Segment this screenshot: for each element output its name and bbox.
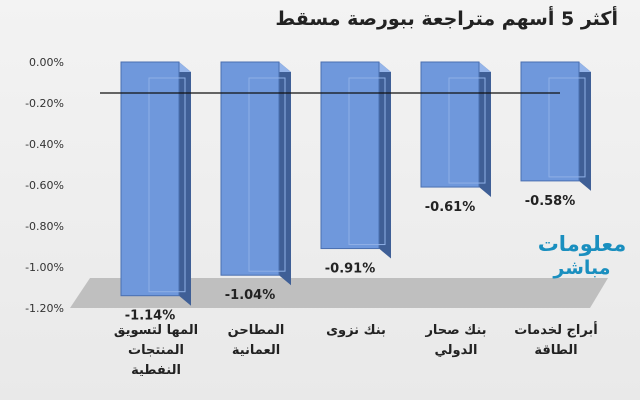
category-label: الدولي xyxy=(435,343,478,358)
data-label: -1.04% xyxy=(225,288,276,303)
category-label: النفطية xyxy=(131,363,181,378)
bar xyxy=(420,61,480,188)
bar xyxy=(120,61,180,297)
category-label: العمانية xyxy=(232,343,280,358)
category-label: المها لتسويق xyxy=(114,323,198,338)
bar-highlight xyxy=(348,77,386,246)
y-tick-label: 0.00% xyxy=(29,56,64,69)
bar xyxy=(520,61,580,182)
data-label: -1.14% xyxy=(125,309,176,324)
chart-title: أكثر 5 أسهم متراجعة ببورصة مسقط xyxy=(275,8,618,30)
bar-highlight xyxy=(548,77,586,178)
category-label: بنك نزوى xyxy=(326,323,386,338)
y-tick-label: -0.40% xyxy=(25,138,64,151)
category-label: أبراج لخدمات xyxy=(514,321,598,338)
data-label: -0.61% xyxy=(425,200,476,215)
y-tick-label: -0.20% xyxy=(25,97,64,110)
data-label: -0.58% xyxy=(525,194,576,209)
bar-highlight xyxy=(448,77,486,184)
bar-highlight xyxy=(148,77,186,293)
bar-highlight xyxy=(248,77,286,272)
category-label: المنتجات xyxy=(128,343,184,358)
watermark-logo: معلومات مباشر xyxy=(532,232,632,280)
bar xyxy=(320,61,380,250)
bar xyxy=(220,61,280,276)
y-tick-label: -1.00% xyxy=(25,261,64,274)
category-label: بنك صحار xyxy=(424,323,486,338)
y-tick-label: -0.80% xyxy=(25,220,64,233)
data-label: -0.91% xyxy=(325,262,376,277)
watermark-line2: مباشر xyxy=(553,257,611,279)
y-tick-label: -1.20% xyxy=(25,302,64,315)
category-label: المطاحن xyxy=(228,323,285,338)
category-label: الطاقة xyxy=(534,343,577,358)
y-tick-label: -0.60% xyxy=(25,179,64,192)
watermark-line1: معلومات xyxy=(537,232,627,256)
chart-floor xyxy=(70,278,608,308)
